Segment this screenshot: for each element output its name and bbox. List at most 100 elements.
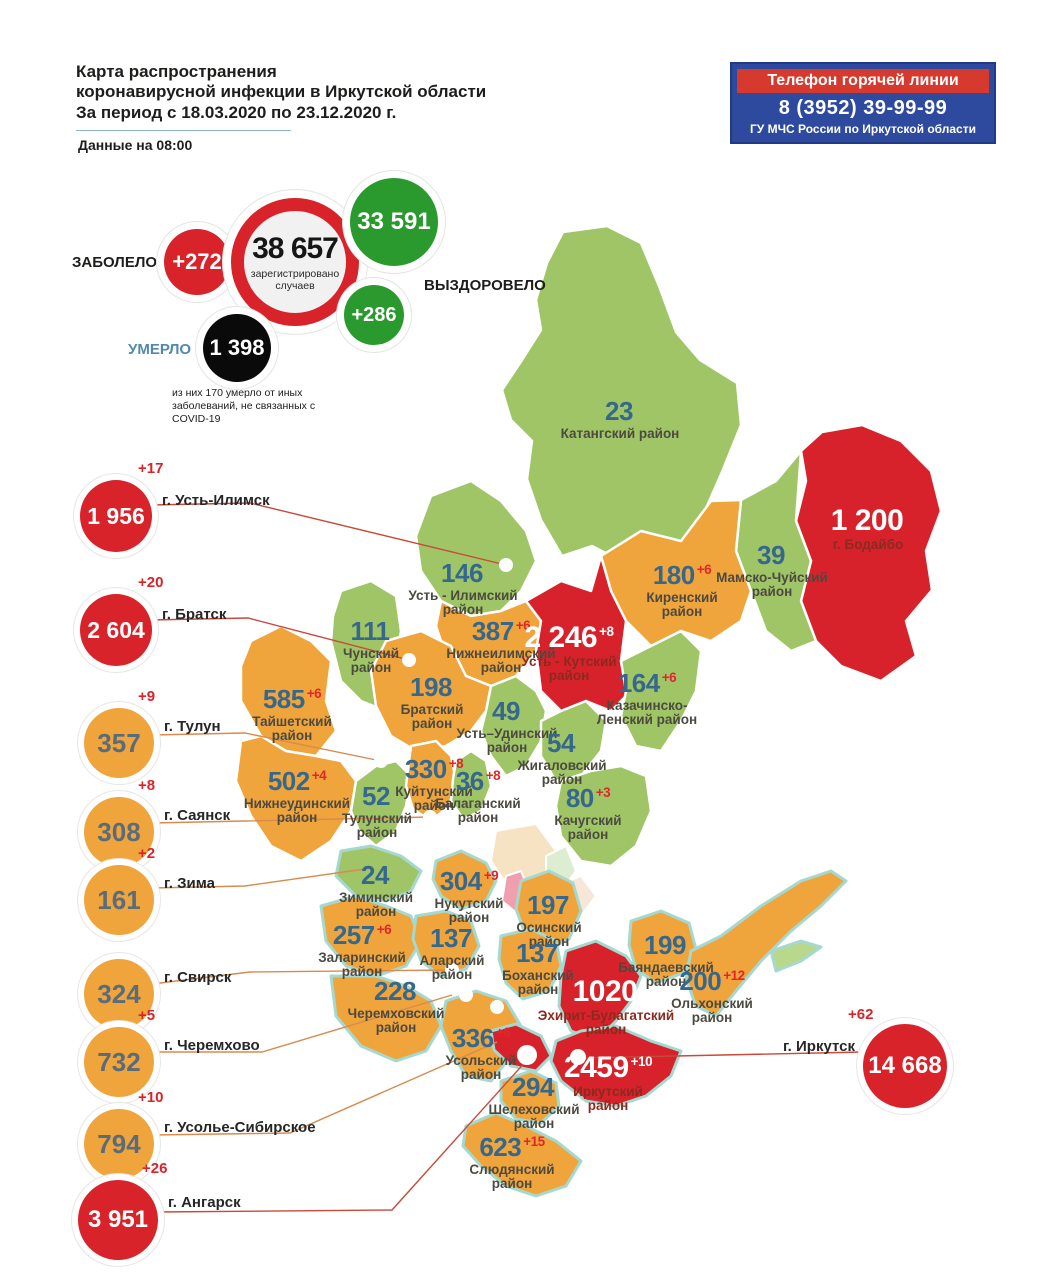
connector-line-zima: [151, 867, 373, 889]
region-kirensky: 180 +6 Киренский район: [646, 560, 718, 619]
city-label: г. Усолье-Сибирское: [164, 1119, 316, 1136]
hotline-title: Телефон горячей линии: [737, 69, 989, 93]
city-marker-dot: [402, 653, 416, 667]
city-value: 308: [84, 797, 154, 867]
district-taishetsky-shape: [239, 624, 338, 758]
city-marker-dot: [459, 988, 473, 1002]
district-alarsky-shape: [411, 909, 481, 978]
district-kuytunsky-shape: [404, 739, 458, 823]
connector-line-sayansk: [151, 816, 431, 824]
city-marker-dot: [490, 1000, 504, 1014]
region-irkutsky: 2459 +10 Иркутский район: [563, 1051, 653, 1114]
region-ust-ilimsky: 146 Усть - Илимский район: [408, 558, 518, 617]
region-shelekhovsky: 294 Шелеховский район: [488, 1072, 580, 1131]
district-slyudyansky-shape: [461, 1111, 583, 1198]
died-label: УМЕРЛО: [128, 341, 192, 358]
region-zhigalovsky: 54 Жигаловский район: [517, 728, 607, 787]
region-balagansky: 36 +8 Балаганский район: [435, 766, 521, 825]
registered-caption: зарегистрировано случаев: [250, 267, 340, 292]
region-osinsky: 197 Осинский район: [516, 890, 582, 949]
district-bayandaevsky-shape: [627, 909, 698, 985]
district-zalarinsky-shape: [319, 894, 423, 978]
region-taishetsky: 585 +6 Тайшетский район: [252, 684, 332, 743]
city-delta: +5: [138, 1007, 156, 1024]
registered-bubble: 38 657 зарегистрировано случаев: [231, 198, 359, 326]
city-delta: +10: [138, 1089, 164, 1106]
recovered-bubble: 33 591: [350, 178, 438, 266]
hotline-org: ГУ МЧС России по Иркутской области: [750, 122, 976, 136]
district-nukutsky-shape: [431, 849, 498, 911]
region-ust-kutsky: 2 246 +8 Усть - Кутский район: [521, 621, 617, 684]
hotline-box: Телефон горячей линии 8 (3952) 39-99-99 …: [730, 62, 996, 144]
district-bratsky-shape: [369, 629, 493, 753]
city-label: г. Свирск: [164, 969, 232, 986]
city-value: 324: [84, 959, 154, 1029]
district-olkhonsky-shape: [684, 869, 848, 1018]
city-marker-dot: [423, 810, 437, 824]
recovered-label: ВЫЗДОРОВЕЛО: [424, 277, 546, 294]
district-ust-udinsky-shape: [479, 674, 548, 778]
city-marker-dot: [445, 963, 459, 977]
connector-line-cheremkhovo: [152, 994, 453, 1053]
city-label: г. Саянск: [164, 807, 231, 824]
city-delta: +8: [138, 777, 156, 794]
city-delta: +62: [848, 1006, 874, 1023]
city-value: 794: [84, 1109, 154, 1179]
district-irkutsky-shape: [549, 1024, 683, 1108]
city-marker-dot: [517, 1045, 537, 1065]
recovered-delta-bubble: +286: [344, 285, 404, 345]
district-bokhansky-shape: [497, 927, 563, 1001]
city-marker-dot: [499, 558, 513, 572]
header: Карта распространения коронавирусной инф…: [76, 62, 496, 123]
region-mamsko-chuysky: 39 Мамско-Чуйский район: [716, 540, 828, 599]
infected-delta-bubble: +272: [164, 229, 230, 295]
district-zhigalovsky-shape: [539, 699, 608, 783]
region-slyudyansky: 623 +15 Слюдянский район: [469, 1132, 555, 1191]
city-delta: +2: [138, 845, 156, 862]
district-cheremkhovsky-shape: [329, 974, 443, 1063]
died-bubble: 1 398: [203, 314, 271, 382]
city-value: 3 951: [78, 1180, 158, 1260]
city-label: г. Усть-Илимск: [162, 492, 270, 509]
city-label: г. Братск: [162, 606, 227, 623]
region-olkhonsky: 200 +12 Ольхонский район: [671, 966, 753, 1025]
city-label: г. Тулун: [164, 718, 221, 735]
city-value: 732: [84, 1027, 154, 1097]
page-title-line1: Карта распространения: [76, 62, 277, 81]
died-note: из них 170 умерло от иных заболеваний, н…: [172, 387, 316, 426]
region-bratsky: 198 Братский район: [400, 672, 464, 731]
region-kazachinsko-lensky: 164 +6 Казачинско-Ленский район: [596, 668, 698, 727]
registered-value: 38 657: [252, 231, 339, 265]
city-delta: +17: [138, 460, 164, 477]
city-label: г. Иркутск: [782, 1038, 855, 1055]
region-ust-udinsky: 49 Усть–Удинский район: [456, 696, 558, 755]
district-ekhirit-bulagatsky-shape: [557, 939, 643, 1043]
region-nukutsky: 304 +9 Нукутский район: [434, 866, 504, 925]
infected-label: ЗАБОЛЕЛО: [72, 254, 158, 271]
region-katangsky: 23 Катангский район: [560, 396, 680, 441]
city-value: 14 668: [863, 1024, 947, 1108]
city-marker-dot: [570, 1049, 586, 1065]
region-chunsky: 111 Чунский район: [342, 616, 399, 675]
city-value: 1 956: [80, 480, 152, 552]
city-cheremkhovo: +5 732 г. Черемхово: [84, 1007, 260, 1097]
region-ekhirit-bulagatsky: 1020 Эхирит-Булагатский район: [537, 975, 675, 1038]
city-usolye-sibirskoye: +10 794 г. Усолье-Сибирское: [84, 1089, 316, 1179]
region-nizhneilimsky: 387 +6 Нижнеилимский район: [446, 616, 556, 675]
region-ziminsky: 24 Зиминский район: [338, 860, 414, 919]
city-ust-ilimsk: +17 1 956 г. Усть-Илимск: [80, 460, 270, 552]
city-sayansk: +8 308 г. Саянск: [84, 777, 230, 867]
district-shelekhovsky-shape: [499, 1069, 561, 1125]
connector-line-ust-ilimsk: [149, 502, 507, 566]
region-nizhneudinsky: 502 +4 Нижнеудинский район: [243, 766, 351, 825]
connector-line-tulun: [151, 732, 382, 762]
city-delta: +9: [138, 688, 156, 705]
district-ust-ilimsky-shape: [414, 479, 538, 618]
connector-line-angarsk: [154, 1059, 528, 1213]
olkhon-island-shape: [769, 939, 823, 973]
page-title-line3: За период с 18.03.2020 по 23.12.2020 г.: [76, 102, 397, 122]
city-irkutsk: +62 14 668 г. Иркутск: [783, 1006, 947, 1108]
district-kazachinsko-lensky-shape: [619, 629, 703, 753]
title-underline: [76, 130, 291, 131]
